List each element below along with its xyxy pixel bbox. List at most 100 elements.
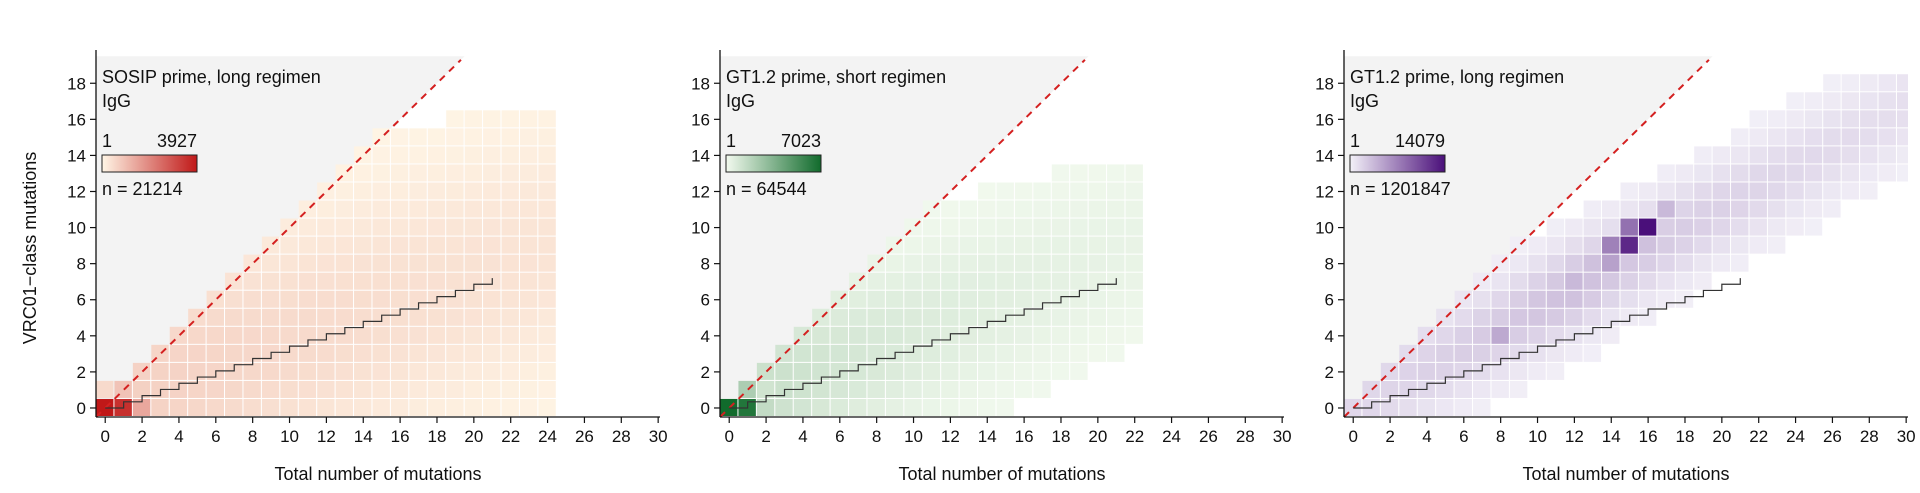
heatmap-cell: [959, 326, 978, 344]
heatmap-cell: [298, 362, 317, 380]
colorbar-max-label: 7023: [781, 131, 821, 151]
heatmap-cell: [280, 308, 298, 326]
heatmap-cell: [1107, 182, 1125, 200]
heatmap-cell: [335, 398, 354, 416]
heatmap-cell: [409, 128, 427, 146]
heatmap-cell: [1546, 272, 1565, 290]
heatmap-cell: [151, 398, 169, 416]
heatmap-cell: [298, 380, 317, 398]
heatmap-cell: [1620, 254, 1638, 272]
heatmap-cell: [1583, 344, 1602, 362]
heatmap-cell: [978, 218, 996, 236]
heatmap-cell: [1694, 182, 1712, 200]
y-tick-label: 4: [1325, 327, 1334, 346]
heatmap-cell: [538, 200, 556, 218]
panel-gt12-long: 0 2 4 6 8 10 12 14 16 18 20 22 24 26 28 300246810121416…: [1315, 50, 1916, 484]
heatmap-cell: [1804, 182, 1823, 200]
heatmap-cell: [1509, 326, 1528, 344]
heatmap-cell: [409, 164, 427, 182]
heatmap-cell: [427, 236, 446, 254]
heatmap-cell: [1767, 236, 1786, 254]
heatmap-cell: [1565, 218, 1583, 236]
heatmap-cell: [1051, 254, 1070, 272]
heatmap-cell: [538, 110, 556, 128]
heatmap-cell: [1088, 344, 1107, 362]
x-tick-label: 8: [1496, 427, 1505, 446]
heatmap-cell: [1546, 290, 1565, 308]
colorbar: [101, 154, 198, 173]
heatmap-cell: [1070, 344, 1088, 362]
heatmap-cell: [206, 380, 225, 398]
heatmap-cell: [409, 146, 427, 164]
heatmap-cell: [885, 362, 904, 380]
y-tick-label: 8: [1325, 255, 1334, 274]
heatmap-cell: [1841, 128, 1860, 146]
x-tick-label: 18: [428, 427, 447, 446]
heatmap-cell: [1088, 272, 1107, 290]
heatmap-cell: [354, 200, 372, 218]
heatmap-cell: [409, 290, 427, 308]
heatmap-cell: [775, 362, 793, 380]
heatmap-cell: [1638, 254, 1657, 272]
heatmap-cell: [1860, 128, 1878, 146]
heatmap-cell: [1638, 182, 1657, 200]
x-tick-label: 6: [835, 427, 844, 446]
heatmap-cell: [427, 362, 446, 380]
x-tick-label: 26: [575, 427, 594, 446]
heatmap-cell: [280, 254, 298, 272]
heatmap-cell: [1749, 182, 1767, 200]
heatmap-cell: [409, 236, 427, 254]
heatmap-cell: [483, 182, 501, 200]
heatmap-cell: [317, 398, 335, 416]
heatmap-cell: [225, 344, 243, 362]
heatmap-cell: [1583, 218, 1602, 236]
heatmap-cell: [1491, 326, 1509, 344]
heatmap-cell: [1051, 200, 1070, 218]
heatmap-cell: [1436, 344, 1454, 362]
heatmap-cell: [261, 272, 280, 290]
heatmap-cell: [446, 344, 464, 362]
heatmap-cell: [978, 380, 996, 398]
heatmap-cell: [941, 308, 959, 326]
heatmap-cell: [464, 362, 483, 380]
y-tick-label: 16: [67, 110, 86, 129]
heatmap-cell: [978, 290, 996, 308]
heatmap-cell: [335, 236, 354, 254]
heatmap-cell: [243, 380, 261, 398]
heatmap-cell: [1675, 182, 1694, 200]
heatmap-cell: [464, 254, 483, 272]
heatmap-cell: [446, 128, 464, 146]
heatmap-cell: [280, 272, 298, 290]
heatmap-cell: [1436, 380, 1454, 398]
heatmap-cell: [1712, 164, 1731, 182]
heatmap-cell: [1583, 308, 1602, 326]
heatmap-cell: [1657, 218, 1675, 236]
heatmap-cell: [1509, 380, 1528, 398]
heatmap-cell: [519, 380, 538, 398]
heatmap-cell: [446, 398, 464, 416]
heatmap-cell: [996, 290, 1014, 308]
heatmap-cells: [96, 110, 556, 416]
heatmap-cell: [959, 380, 978, 398]
heatmap-cell: [1436, 398, 1454, 416]
heatmap-cell: [390, 344, 409, 362]
heatmap-cell: [1657, 164, 1675, 182]
heatmap-cell: [1125, 290, 1143, 308]
heatmap-cell: [446, 218, 464, 236]
x-tick-label: 8: [872, 427, 881, 446]
heatmap-cell: [996, 398, 1014, 416]
heatmap-cell: [243, 398, 261, 416]
heatmap-cell: [1602, 290, 1620, 308]
heatmap-cell: [1125, 182, 1143, 200]
heatmap-cell: [1749, 128, 1767, 146]
heatmap-cell: [538, 380, 556, 398]
y-tick-label: 18: [67, 74, 86, 93]
heatmap-cell: [1454, 380, 1473, 398]
heatmap-cell: [1033, 272, 1051, 290]
x-tick-label: 28: [1236, 427, 1255, 446]
heatmap-cell: [1583, 236, 1602, 254]
heatmap-cell: [446, 362, 464, 380]
heatmap-cell: [427, 128, 446, 146]
heatmap-cell: [1070, 236, 1088, 254]
